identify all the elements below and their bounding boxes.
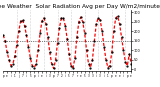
Title: Milwaukee Weather  Solar Radiation Avg per Day W/m2/minute: Milwaukee Weather Solar Radiation Avg pe… bbox=[0, 4, 160, 9]
